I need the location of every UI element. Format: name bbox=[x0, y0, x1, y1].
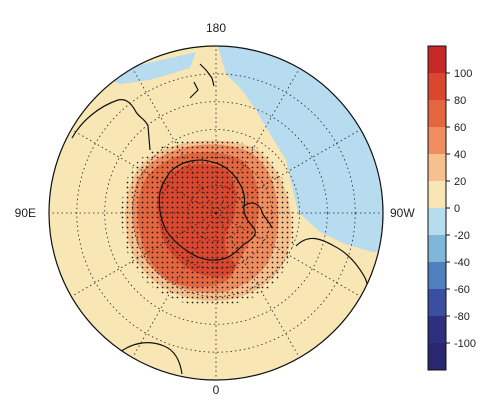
map-disc bbox=[49, 46, 383, 380]
significance-stippling bbox=[121, 138, 294, 307]
colorbar: 100 80 60 40 20 0 -20 -40 -60 -80 -100 bbox=[427, 45, 476, 371]
new-zealand-south bbox=[189, 81, 199, 99]
colorbar-tick-label: 20 bbox=[454, 176, 466, 188]
colorbar-segment bbox=[428, 73, 446, 101]
negative-anomaly-region-small bbox=[100, 52, 196, 84]
meridian-line bbox=[71, 212, 217, 297]
antarctic-peninsula bbox=[243, 202, 273, 229]
latitude-circle bbox=[76, 73, 356, 353]
label-left-90E: 90E bbox=[15, 206, 36, 220]
colorbar-segment bbox=[428, 46, 446, 74]
map-boundary bbox=[48, 45, 384, 381]
label-top-180: 180 bbox=[206, 21, 226, 35]
colorbar-tick-label: -80 bbox=[454, 311, 470, 323]
colorbar-segment bbox=[428, 181, 446, 209]
colorbar-segment bbox=[428, 343, 446, 371]
meridian-line bbox=[215, 129, 361, 214]
colorbar-segment bbox=[428, 208, 446, 236]
colorbar-tick-label: 40 bbox=[454, 149, 466, 161]
coastlines bbox=[71, 63, 369, 375]
label-right-90W: 90W bbox=[390, 206, 415, 220]
meridian-line bbox=[215, 212, 300, 358]
colorbar-tick-label: 60 bbox=[454, 122, 466, 134]
meridian-line bbox=[132, 212, 217, 358]
colorbar-segment bbox=[428, 316, 446, 344]
colorbar-tick-label: 80 bbox=[454, 95, 466, 107]
antarctica-coastline bbox=[158, 159, 256, 261]
meridian-line bbox=[71, 129, 217, 214]
colorbar-segment bbox=[428, 235, 446, 263]
australia-coast bbox=[71, 99, 151, 151]
colorbar-tick-label: -40 bbox=[454, 257, 470, 269]
colorbar-tick-label: -100 bbox=[454, 338, 476, 350]
colorbar-segment bbox=[428, 289, 446, 317]
graticule bbox=[49, 46, 383, 380]
colorbar-tick-label: -20 bbox=[454, 230, 470, 242]
colorbar-segment bbox=[428, 262, 446, 290]
colorbar-tick-label: 0 bbox=[454, 203, 460, 215]
colorbar-segment bbox=[428, 127, 446, 155]
meridian-line bbox=[132, 68, 217, 214]
latitude-circle bbox=[159, 156, 273, 270]
label-bottom-0: 0 bbox=[213, 383, 220, 397]
meridian-line bbox=[215, 212, 361, 297]
latitude-circle bbox=[132, 129, 300, 297]
latitude-circle bbox=[104, 101, 328, 325]
colorbar-tick-label: -60 bbox=[454, 284, 470, 296]
colorbar-tick-label: 100 bbox=[454, 68, 472, 80]
colorbar-segment bbox=[428, 154, 446, 182]
meridian-line bbox=[215, 68, 300, 214]
colorbar-segment bbox=[428, 100, 446, 128]
africa-coast bbox=[119, 342, 183, 375]
